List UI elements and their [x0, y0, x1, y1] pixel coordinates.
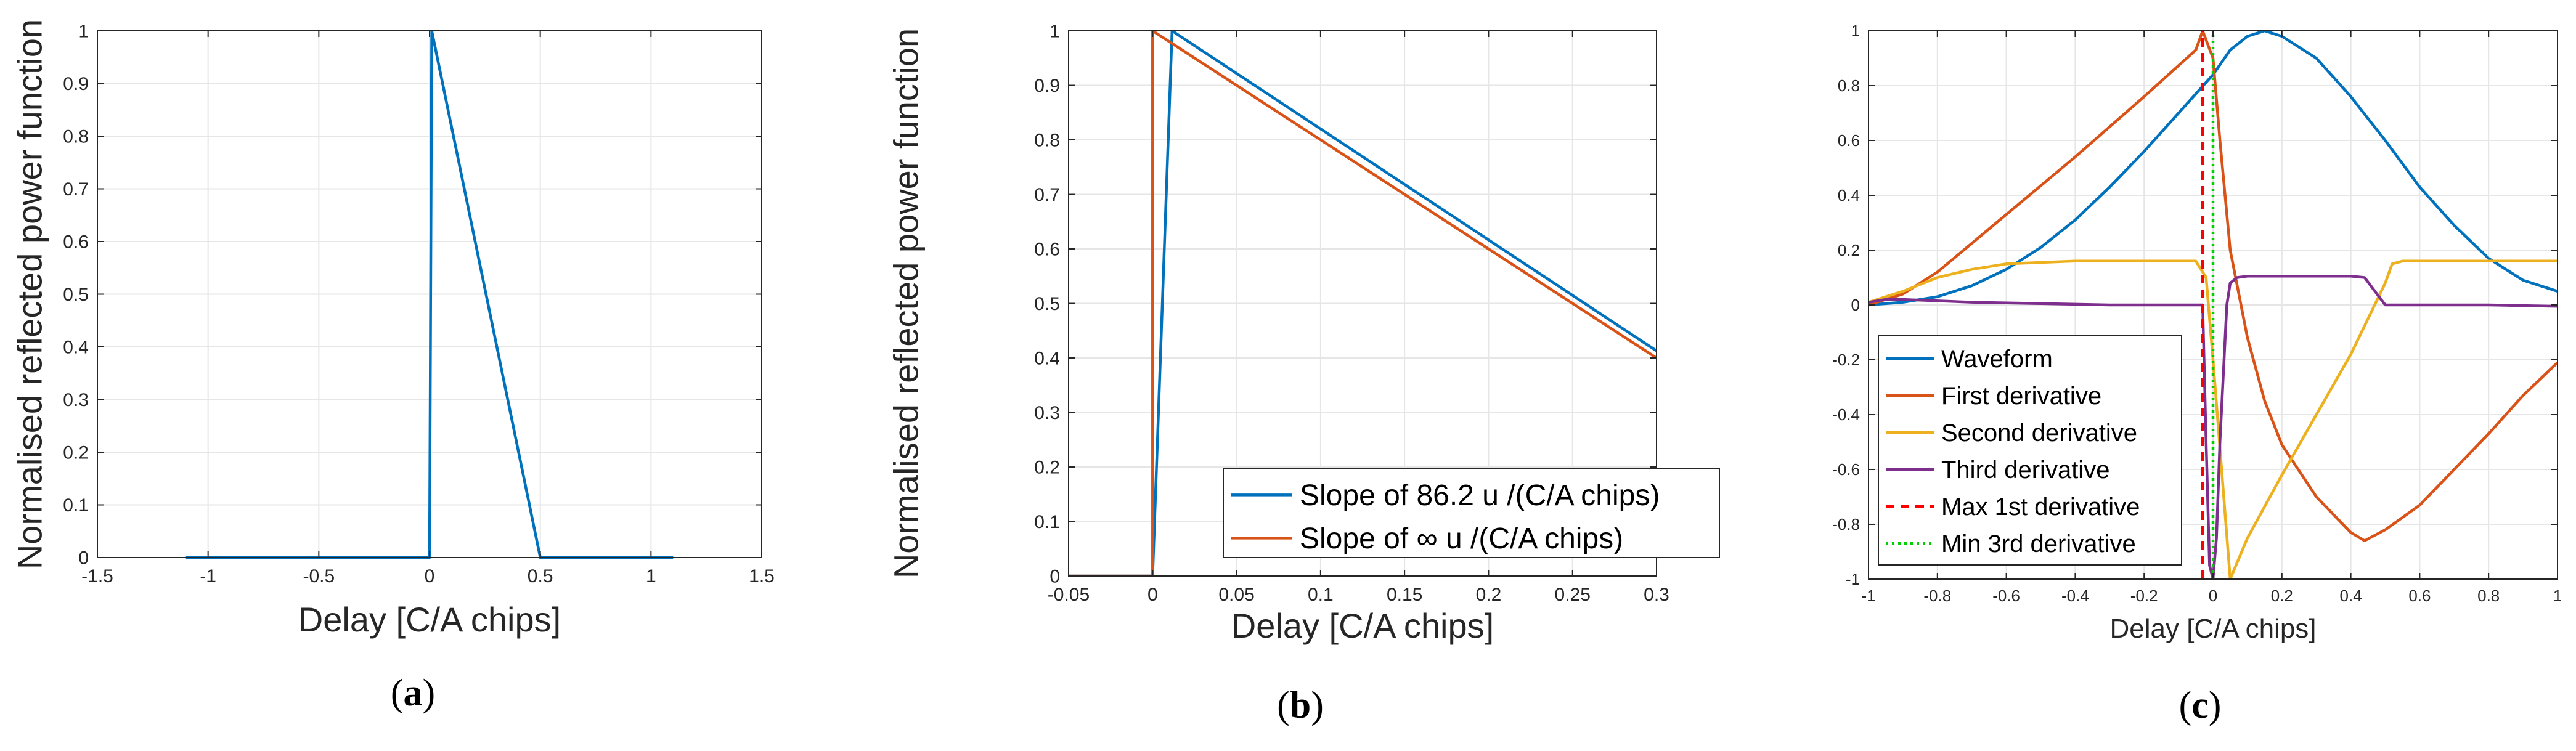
legend-label: Max 1st derivative	[1941, 493, 2140, 521]
y-tick-label: 1	[1050, 22, 1060, 42]
series-line-c-waveform	[1869, 30, 2558, 307]
y-tick-label: 0.3	[63, 390, 89, 410]
x-tick-label: 0.15	[1387, 585, 1422, 605]
x-tick-label: 0	[2209, 587, 2217, 605]
y-tick-label: 0.7	[1034, 185, 1060, 205]
legend-label: Slope of ∞ u /(C/A chips)	[1300, 522, 1623, 555]
legend-label: Third derivative	[1941, 457, 2109, 484]
y-tick-label: -0.8	[1832, 515, 1860, 534]
y-tick-label: 0.4	[63, 338, 89, 358]
y-tick-label: 0.1	[1034, 512, 1060, 532]
y-tick-label: -0.4	[1832, 405, 1860, 424]
x-tick-label: -0.6	[1992, 587, 2020, 605]
y-tick-label: 0	[1851, 296, 1860, 314]
y-tick-label: 0.5	[1034, 294, 1060, 314]
x-tick-label: 0.8	[2477, 587, 2500, 605]
x-tick-label: 0	[1147, 585, 1158, 605]
legend-label: Slope of 86.2 u /(C/A chips)	[1300, 479, 1660, 512]
chart-c: -1 -0.8 -0.6 -0.4 -0.2 0 0.2 0.4 0.6 0.8 1 -1 -0.8 -0…	[1832, 22, 2562, 644]
x-tick-label: -0.5	[303, 566, 335, 587]
legend-box	[1878, 335, 2182, 566]
legend-label: First derivative	[1941, 383, 2101, 410]
caption-c-label: c	[2191, 684, 2209, 726]
x-tick-label: 0.25	[1555, 585, 1591, 605]
x-tick-label: -1	[1861, 587, 1875, 605]
x-axis-label-b: Delay [C/A chips]	[1231, 606, 1494, 645]
x-tick-label: 0.05	[1218, 585, 1254, 605]
y-tick-label: 0	[1050, 567, 1060, 587]
y-axis-label-b: Normalised reflected power function	[887, 28, 926, 578]
y-tick-label: 0.6	[1838, 131, 1860, 150]
y-tick-label: 0.3	[1034, 403, 1060, 423]
y-tick-label: 0.4	[1034, 349, 1060, 369]
x-tick-label: 0.2	[2271, 587, 2293, 605]
series-line-c-first-derivative	[1869, 30, 2558, 542]
x-tick-label: 0	[425, 566, 435, 587]
y-tick-label: 0.2	[1838, 241, 1860, 259]
y-tick-label: 0.7	[63, 179, 89, 200]
y-tick-label: 0.6	[63, 232, 89, 253]
y-tick-label: 0.6	[1034, 240, 1060, 260]
series-line-c-second-derivative	[1869, 259, 2558, 580]
x-tick-label: 1	[646, 566, 656, 587]
x-tick-label: 0.5	[528, 566, 553, 587]
y-tick-label: 1	[78, 22, 89, 42]
caption-b-label: b	[1289, 684, 1311, 726]
series-group-c	[1869, 30, 2558, 580]
legend-box	[1223, 468, 1720, 558]
y-tick-label: -0.6	[1832, 460, 1860, 479]
caption-c: (c)	[2179, 684, 2222, 726]
y-tick-label: 0.8	[63, 127, 89, 147]
caption-a: (a)	[390, 672, 436, 714]
y-tick-label: 0	[78, 548, 89, 569]
x-tick-label: 0.2	[1476, 585, 1502, 605]
x-tick-label: -0.4	[2061, 587, 2089, 605]
x-tick-label: 1.5	[749, 566, 775, 587]
x-tick-label: 0.4	[2340, 587, 2362, 605]
x-axis-label-a: Delay [C/A chips]	[298, 600, 561, 639]
y-tick-label: 0.2	[63, 443, 89, 463]
y-tick-label: 0.2	[1034, 458, 1060, 478]
legend-c: Waveform First derivative Second derivativ…	[1878, 335, 2182, 566]
x-tick-label: -0.2	[2130, 587, 2158, 605]
x-tick-label: -1.5	[81, 566, 113, 587]
y-tick-label: 0.4	[1838, 186, 1860, 205]
caption-a-label: a	[403, 672, 423, 714]
y-tick-label: -1	[1846, 570, 1860, 588]
series-line-c-third-derivative	[1869, 275, 2558, 580]
x-tick-label: -1	[200, 566, 216, 587]
x-tick-label: 0.3	[1644, 585, 1669, 605]
y-tick-label: 1	[1851, 22, 1860, 40]
legend-b: Slope of 86.2 u /(C/A chips) Slope of ∞ u…	[1223, 468, 1720, 558]
chart-b: -0.05 0 0.05 0.1 0.15 0.2 0.25 0.300.10.20.30.4…	[887, 22, 1720, 645]
y-tick-label: -0.2	[1832, 351, 1860, 369]
x-axis-label-c: Delay [C/A chips]	[2109, 614, 2316, 644]
y-tick-label: 0.8	[1838, 76, 1860, 95]
y-tick-label: 0.9	[63, 74, 89, 94]
y-tick-label: 0.8	[1034, 131, 1060, 151]
x-tick-label: -0.8	[1923, 587, 1951, 605]
x-tick-label: 1	[2553, 587, 2562, 605]
x-tick-label: 0.1	[1308, 585, 1334, 605]
x-tick-label: 0.6	[2408, 587, 2431, 605]
legend-label: Second derivative	[1941, 420, 2137, 447]
y-tick-label: 0.9	[1034, 76, 1060, 96]
legend-label: Min 3rd derivative	[1941, 530, 2136, 558]
chart-a: -1.5 -1 -0.5 0 0.5 1 1.5 0 0.1 0.2 0.3 0.4 0.5 0.6 0.7…	[10, 19, 775, 639]
y-axis-label-a: Normalised reflected power function	[10, 19, 49, 569]
caption-b: (b)	[1277, 684, 1324, 726]
legend-label: Waveform	[1941, 346, 2053, 373]
y-tick-label: 0.1	[63, 495, 89, 516]
x-tick-label: -0.05	[1048, 585, 1090, 605]
y-tick-label: 0.5	[63, 285, 89, 305]
